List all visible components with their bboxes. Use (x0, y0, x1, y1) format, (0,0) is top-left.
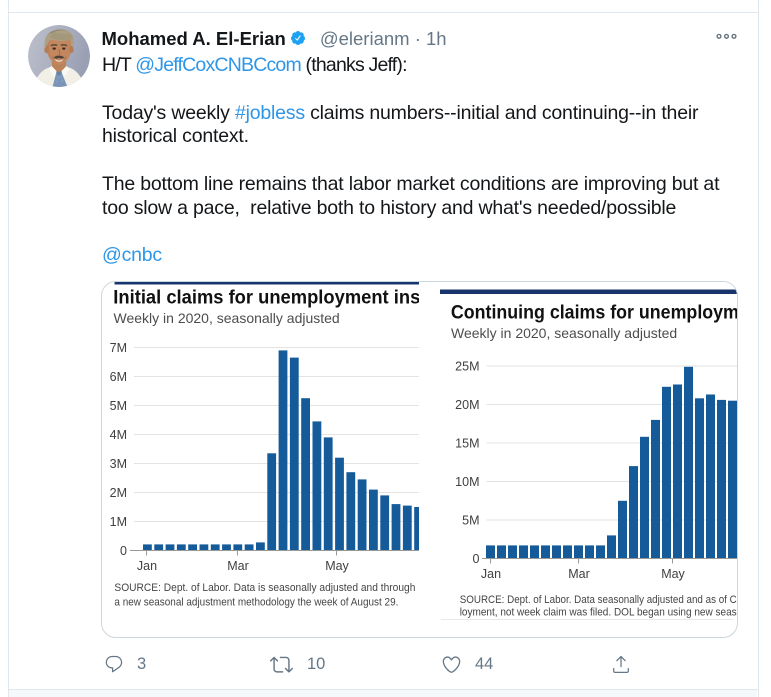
svg-text:May: May (661, 567, 685, 581)
svg-text:15M: 15M (455, 437, 479, 451)
svg-text:Continuing claims for unemploy: Continuing claims for unemploym (451, 302, 737, 324)
svg-text:1M: 1M (110, 515, 127, 529)
svg-text:Weekly in 2020, seasonally adj: Weekly in 2020, seasonally adjusted (451, 325, 677, 341)
svg-text:6M: 6M (110, 370, 127, 384)
svg-text:Mar: Mar (227, 559, 249, 573)
svg-text:5M: 5M (462, 514, 479, 528)
svg-text:4M: 4M (110, 428, 127, 442)
svg-text:Initial claims for unemploymen: Initial claims for unemployment ins (113, 287, 419, 309)
svg-text:Weekly in 2020, seasonally adj: Weekly in 2020, seasonally adjusted (114, 310, 340, 326)
svg-text:2M: 2M (110, 486, 127, 500)
svg-text:Jan: Jan (481, 567, 501, 581)
svg-text:Mar: Mar (568, 567, 590, 581)
svg-text:7M: 7M (110, 341, 127, 355)
svg-text:SOURCE: Dept. of Labor. Data i: SOURCE: Dept. of Labor. Data is seasonal… (114, 582, 415, 594)
svg-text:0: 0 (473, 552, 480, 566)
svg-text:3M: 3M (110, 457, 127, 471)
svg-text:5M: 5M (110, 399, 127, 413)
svg-text:25M: 25M (455, 360, 479, 374)
svg-text:loyment, not week claim was fi: loyment, not week claim was filed. DOL b… (460, 607, 737, 619)
svg-text:SOURCE: Dept. of Labor. Data s: SOURCE: Dept. of Labor. Data seasonally … (460, 594, 737, 606)
svg-text:May: May (325, 559, 349, 573)
svg-text:Jan: Jan (137, 559, 157, 573)
svg-text:20M: 20M (455, 398, 479, 412)
svg-text:a new seasonal adjustment meth: a new seasonal adjustment methodology th… (114, 597, 398, 609)
svg-text:10M: 10M (455, 475, 479, 489)
svg-text:0: 0 (120, 544, 127, 558)
